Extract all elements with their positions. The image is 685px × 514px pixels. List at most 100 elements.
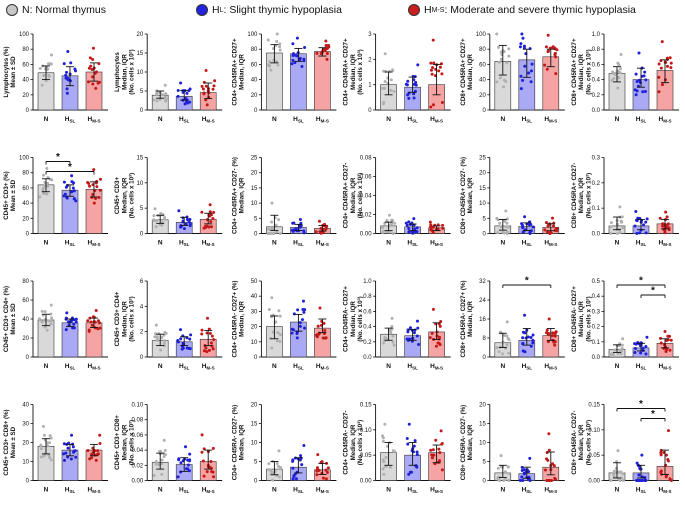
data-point [200,328,204,332]
data-point [208,331,212,335]
y-tick-label: 0.08 [360,156,372,162]
y-tick-label: 0.10 [132,403,144,409]
chart-panel-3: CD4+ CD45RA+ CD27+ Median, IQR 0 20 40 60 80 10… [231,32,337,124]
data-point [531,341,535,345]
data-point [415,334,419,338]
y-tick-label: 5 [254,216,258,222]
data-point [86,448,90,452]
data-point [179,461,183,465]
x-tick-label: HM-S [316,363,329,371]
data-point [72,322,76,326]
data-point [610,78,614,82]
data-point [621,472,625,476]
chart-panel-16: CD4+ CD45RA- CD27+ Median, IQR (No. cells … [343,279,451,371]
x-tick-label: N [500,363,505,370]
chart-panel-13: CD45+ CD3+ CD4+ (%) Mean ± SD 0 20 40 60 80 N HS… [3,279,108,371]
data-point [153,207,157,211]
data-point [528,230,532,234]
data-point [641,90,645,94]
data-point [439,320,443,324]
data-point [496,231,500,235]
data-point [507,479,511,482]
y-tick-label: 0.1 [592,340,601,346]
data-point [499,50,503,54]
data-point [269,68,273,72]
data-point [644,345,648,349]
data-point [545,457,549,461]
data-point [272,58,276,62]
y-tick-label: 0 [140,108,144,114]
data-point [292,221,296,225]
y-axis-label: Median, IQR [467,424,474,460]
data-point [616,86,620,90]
data-point [522,471,526,475]
x-tick-label: HSL [407,240,418,248]
data-point [497,45,501,49]
data-point [323,329,327,333]
data-point [153,335,157,339]
y-axis-label: Median, IQR [578,54,585,90]
data-point [521,336,525,340]
x-tick-label: N [44,363,49,370]
data-point [530,62,534,66]
data-point [528,47,532,51]
y-tick-label: 20 [251,171,258,177]
chart-panel-11: CD8+ CD45RA+ CD27- (%) Median, IQR 0 5 10 15 2… [460,156,565,247]
data-point [74,320,78,324]
data-point [612,469,616,473]
data-point [202,474,206,478]
data-point [505,221,509,225]
data-point [634,93,638,97]
data-point [276,63,280,67]
data-point [162,438,166,442]
data-point [97,62,101,66]
data-point [432,103,436,107]
data-point [668,56,672,60]
data-point [416,63,420,67]
data-point [499,57,503,61]
data-point [62,442,66,446]
data-point [407,227,411,231]
data-point [430,72,434,76]
chart-panel-12: CD8+ CD45RA+ CD27- Median, IQR (No. cells … [571,156,679,247]
y-tick-label: 80 [22,47,29,53]
data-point [521,349,525,353]
y-axis-label: Median, IQR [350,424,357,460]
chart-panel-19: CD45+ CD3+ CD8+ (%) Mean ± SD 0 10 20 30 40 N HS… [3,403,108,494]
x-tick-label: HM-S [202,116,215,124]
data-point [316,324,320,328]
data-point [404,221,408,225]
y-tick-label: 0.04 [360,194,372,200]
chart-panel-22: CD4+ CD45RA- CD27- Median, IQR (No. cells … [343,403,451,494]
x-tick-label: N [44,487,49,494]
data-point [440,468,444,472]
data-point [66,49,70,53]
data-point [97,80,101,84]
y-axis-label: Median, IQR [578,301,585,337]
data-point [90,68,94,72]
y-tick-label: 32 [479,279,486,285]
y-axis-label: CD8+ CD45RA+ CD27- (%) [460,157,467,234]
data-point [188,217,192,221]
data-point [176,88,180,92]
data-point [521,78,525,82]
data-point [295,331,299,335]
data-point [207,327,211,331]
data-point [38,318,42,322]
data-point [383,52,387,56]
data-point [496,466,500,470]
data-point [506,225,510,229]
data-point [324,39,328,43]
y-tick-label: 0 [482,479,486,485]
data-point [43,325,47,329]
data-point [204,69,208,73]
data-point [519,74,523,78]
data-point [437,459,441,463]
data-point [439,62,443,66]
data-point [381,467,385,471]
x-tick-label: N [615,487,620,494]
data-point [62,194,66,198]
y-axis-label: Median, IQR [467,54,474,90]
significance-star: * [525,276,529,287]
x-tick-label: HM-S [88,116,101,124]
